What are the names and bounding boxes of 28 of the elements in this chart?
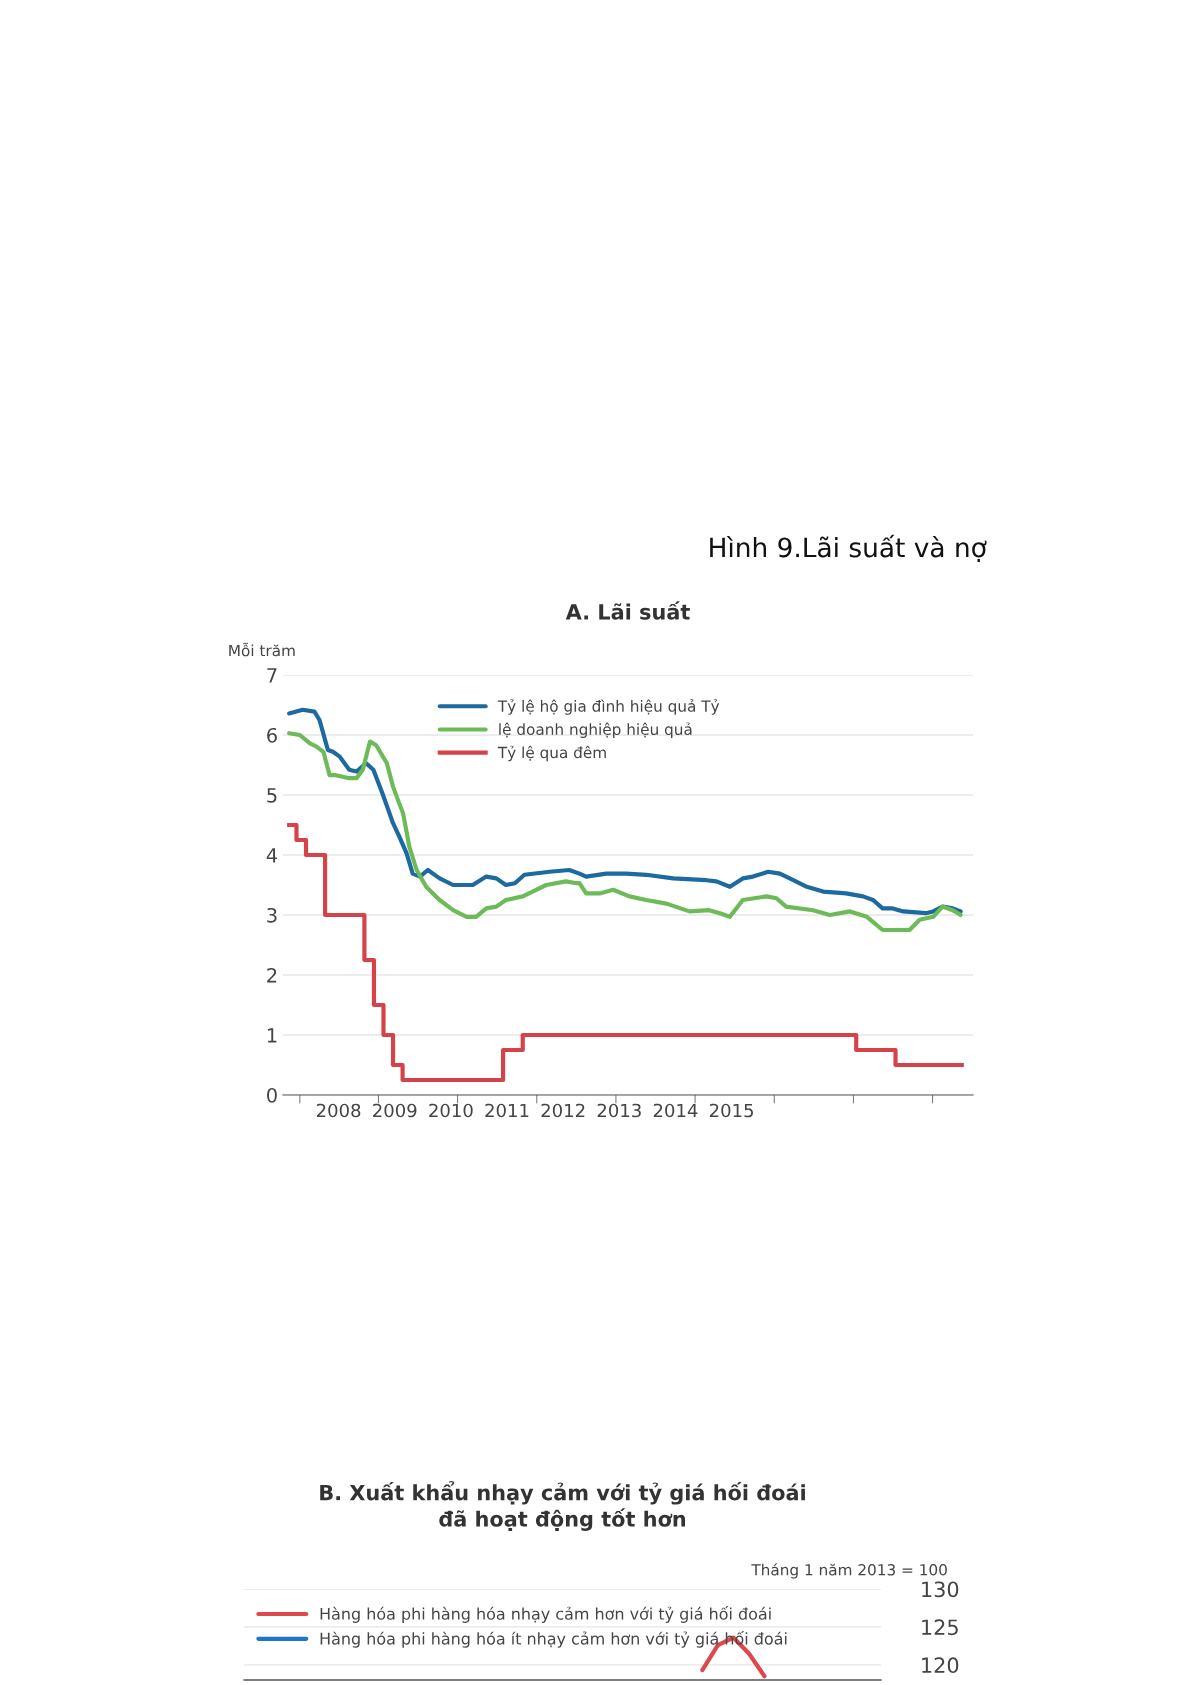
x-tick-label: 2011: [485, 1103, 529, 1118]
chart-title: B. Xuất khẩu nhạy cảm với tỷ giá hối đoái đã hoạt động tốt hơn: [320, 1481, 805, 1531]
chart-title: A. Lãi suất: [565, 601, 690, 620]
y-tick-label: 7: [267, 668, 277, 683]
y-tick-label: 2: [267, 967, 277, 983]
y-tick-label: 130: [922, 1581, 959, 1598]
legend-label: Tỷ lệ qua đêm: [497, 745, 606, 762]
y-tick-label: 120: [922, 1657, 959, 1674]
y-tick-label: 3: [267, 907, 277, 923]
x-tick-label: 2009: [373, 1103, 417, 1118]
y-tick-label: 125: [922, 1619, 958, 1636]
x-tick-label: 2012: [541, 1103, 585, 1118]
y-tick-label: 5: [267, 788, 277, 803]
legend-label: Tỷ lệ hộ gia đình hiệu quả Tỷ: [497, 699, 720, 715]
y-axis-title: Tháng 1 năm 2013 = 100: [751, 1563, 947, 1579]
y-tick-label: 6: [267, 727, 277, 743]
y-tick-label: 0: [267, 1087, 277, 1103]
y-axis-title: Mỗi trăm: [229, 642, 295, 657]
y-tick-label: 1: [267, 1028, 277, 1043]
x-tick-label: 2008: [316, 1103, 361, 1118]
text: Hình 9.Lãi suất và nợ: [710, 534, 987, 562]
y-tick-label: 4: [266, 848, 278, 863]
x-tick-label: 2013: [597, 1103, 641, 1118]
x-tick-label: 2015: [709, 1103, 753, 1118]
x-tick-label: 2010: [429, 1103, 473, 1118]
legend-label: lệ doanh nghiệp hiệu quả: [499, 722, 692, 738]
legend-label: Hàng hóa phi hàng hóa nhạy cảm hơn với tỷ giá hối đoái: [320, 1606, 771, 1623]
x-tick-label: 2014: [653, 1103, 698, 1118]
